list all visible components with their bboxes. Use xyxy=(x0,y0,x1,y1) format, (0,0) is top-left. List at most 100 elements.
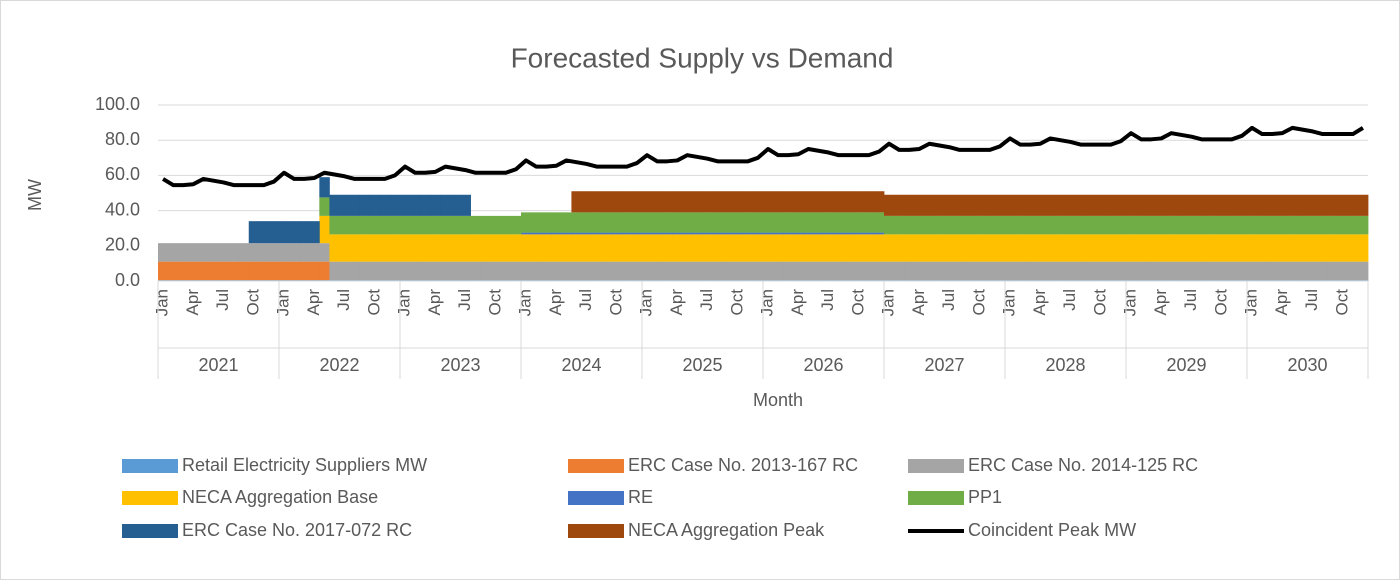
area-segment xyxy=(228,243,240,262)
legend-swatch xyxy=(908,459,964,473)
area-segment xyxy=(1196,234,1208,262)
area-segment xyxy=(712,234,724,262)
y-tick-label: 80.0 xyxy=(105,129,140,149)
area-segment xyxy=(974,215,986,235)
area-segment xyxy=(773,234,784,262)
area-segment xyxy=(1025,234,1036,262)
area-segment xyxy=(591,234,603,262)
area-segment xyxy=(410,194,421,216)
area-segment xyxy=(1277,234,1288,262)
x-axis-label: Month xyxy=(753,390,803,410)
area-segment xyxy=(702,234,713,262)
area-segment xyxy=(1166,215,1177,235)
x-tick-label: Apr xyxy=(304,289,323,316)
area-segment xyxy=(752,234,764,262)
x-tick-label: Apr xyxy=(1151,289,1170,316)
area-segment xyxy=(521,234,532,262)
area-segment xyxy=(964,261,976,281)
area-segment xyxy=(732,234,744,262)
area-segment xyxy=(763,234,774,262)
area-segment xyxy=(1297,194,1308,216)
area-segment xyxy=(1247,215,1258,235)
area-segment xyxy=(601,212,613,233)
area-segment xyxy=(1045,194,1056,216)
area-segment xyxy=(1357,194,1369,216)
area-segment xyxy=(853,261,865,281)
area-segment xyxy=(309,243,320,262)
area-segment xyxy=(944,261,955,281)
area-segment xyxy=(813,191,824,213)
y-tick-label: 40.0 xyxy=(105,199,140,219)
area-segment xyxy=(924,215,935,235)
area-segment xyxy=(823,212,834,233)
area-segment xyxy=(984,194,996,216)
area-segment xyxy=(490,261,502,281)
year-label: 2030 xyxy=(1287,355,1327,375)
area-segment xyxy=(1136,261,1147,281)
area-segment xyxy=(1146,194,1157,216)
area-segment xyxy=(389,261,401,281)
x-tick-label: Jan xyxy=(395,289,414,316)
area-segment xyxy=(1005,215,1016,235)
area-segment xyxy=(1156,194,1167,216)
area-segment xyxy=(1045,215,1056,235)
area-segment xyxy=(611,212,623,233)
area-segment xyxy=(1095,194,1107,216)
year-label: 2023 xyxy=(440,355,480,375)
area-segment xyxy=(621,232,633,235)
area-segment xyxy=(1267,194,1278,216)
area-segment xyxy=(339,234,350,262)
legend-swatch xyxy=(568,459,624,473)
area-segment xyxy=(843,234,855,262)
area-segment xyxy=(1257,194,1268,216)
area-segment xyxy=(813,212,824,233)
area-segment xyxy=(1216,261,1228,281)
area-segment xyxy=(319,215,330,244)
area-segment xyxy=(863,212,875,233)
area-segment xyxy=(853,232,865,235)
area-segment xyxy=(793,261,804,281)
area-segment xyxy=(601,191,613,213)
area-segment xyxy=(500,261,512,281)
area-segment xyxy=(984,215,996,235)
area-segment xyxy=(460,261,471,281)
area-segment xyxy=(1247,234,1258,262)
area-segment xyxy=(591,232,603,235)
area-segment xyxy=(853,234,865,262)
area-segment xyxy=(289,261,300,281)
area-segment xyxy=(1136,194,1147,216)
line xyxy=(161,125,1365,188)
area-segment xyxy=(823,261,834,281)
area-segment xyxy=(631,261,643,281)
area-segment xyxy=(1327,261,1339,281)
x-tick-label: Jan xyxy=(516,289,535,316)
area-segment xyxy=(611,234,623,262)
area-segment xyxy=(712,212,724,233)
area-segment xyxy=(299,221,310,244)
area-segment xyxy=(732,261,744,281)
area-segment xyxy=(420,194,431,216)
area-segment xyxy=(692,234,703,262)
x-tick-label: Jan xyxy=(879,289,898,316)
area-segment xyxy=(1075,261,1087,281)
area-segment xyxy=(773,261,784,281)
area-segment xyxy=(208,243,219,262)
x-tick-label: Apr xyxy=(183,289,202,316)
area-segment xyxy=(924,234,935,262)
area-segment xyxy=(1226,261,1238,281)
area-segment xyxy=(410,261,421,281)
area-segment xyxy=(672,212,683,233)
area-segment xyxy=(258,221,270,244)
area-segment xyxy=(994,194,1006,216)
area-segment xyxy=(430,261,441,281)
area-segment xyxy=(1126,194,1137,216)
area-segment xyxy=(763,261,774,281)
area-segment xyxy=(1337,234,1349,262)
area-segment xyxy=(571,234,582,262)
area-segment xyxy=(742,212,754,233)
area-segment xyxy=(1015,234,1026,262)
legend-label: NECA Aggregation Base xyxy=(182,487,378,507)
area-segment xyxy=(843,191,855,213)
area-segment xyxy=(1206,234,1218,262)
area-segment xyxy=(510,234,522,262)
